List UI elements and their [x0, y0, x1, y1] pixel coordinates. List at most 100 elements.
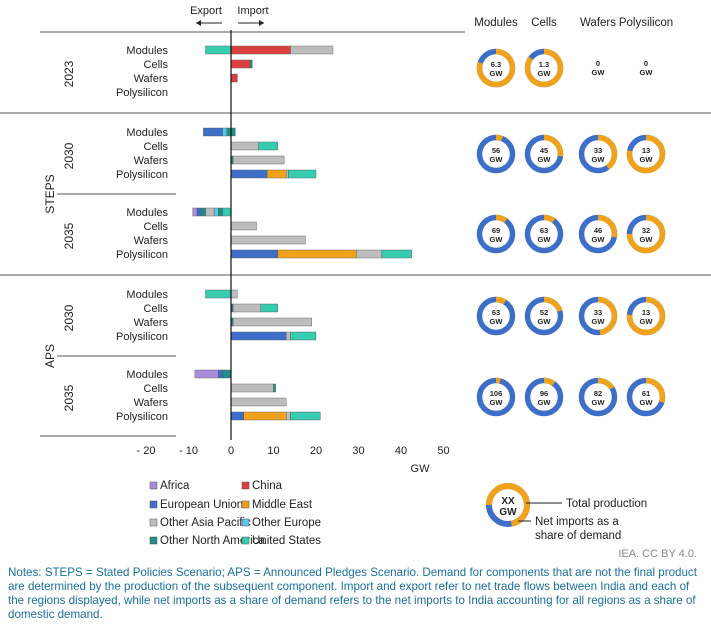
donut-value: 0	[596, 59, 600, 68]
donut-value: 61	[642, 389, 650, 398]
donut-imports-arc	[578, 296, 618, 336]
export-label: Export	[190, 5, 222, 17]
donut-imports-arc	[626, 377, 666, 417]
donut-header: Modules	[474, 17, 518, 29]
bar-segment	[232, 303, 261, 313]
bar-segment	[286, 411, 291, 421]
bar-segment	[232, 317, 312, 327]
legend-swatch	[241, 481, 250, 490]
donut-legend-share-label-line2: share of demand	[535, 530, 621, 542]
bar-segment	[230, 331, 287, 341]
donut-imports-arc	[524, 377, 564, 417]
donut-unit: GW	[538, 398, 552, 407]
scenario-label-steps: STEPS	[43, 174, 57, 213]
donut-unit: GW	[538, 317, 552, 326]
donut-value: 32	[642, 226, 650, 235]
notes-text: Notes: STEPS = Stated Policies Scenario;…	[8, 566, 697, 621]
bar-segment	[230, 397, 287, 407]
bar-segment	[230, 411, 244, 421]
donut-unit: GW	[592, 68, 606, 77]
donut-value: 0	[644, 59, 648, 68]
legend-label: China	[252, 480, 283, 492]
bar-segment	[260, 303, 278, 313]
row-label: Cells	[144, 59, 169, 71]
row-label: Wafers	[134, 235, 169, 247]
donut-imports-arc	[578, 377, 618, 417]
donut-value: 63	[492, 308, 500, 317]
donut-unit: GW	[640, 68, 654, 77]
donut-value: 13	[642, 146, 650, 155]
donut-unit: GW	[490, 155, 504, 164]
bar-segment	[196, 207, 202, 217]
legend-label: Other Asia Pacific	[160, 517, 251, 529]
donut-unit: GW	[538, 69, 552, 78]
donut-unit: GW	[490, 398, 504, 407]
donut-imports-arc	[524, 214, 564, 254]
donut-value: 56	[492, 146, 500, 155]
donut-value: 1.3	[539, 60, 549, 69]
credit-text: IEA. CC BY 4.0.	[618, 548, 697, 560]
x-tick-label: - 10	[179, 445, 198, 457]
donut-legend-value: XX	[501, 496, 515, 507]
donut-imports-arc	[626, 134, 666, 174]
donut-imports-arc	[524, 296, 564, 336]
donut-imports-arc	[626, 296, 666, 336]
bar-segment	[230, 59, 251, 69]
row-label: Cells	[144, 141, 169, 153]
bar-segment	[222, 127, 227, 137]
bar-segment	[288, 169, 317, 179]
row-label: Cells	[144, 303, 169, 315]
donut-unit: GW	[592, 235, 606, 244]
donut-value: 82	[594, 389, 602, 398]
bar-segment	[356, 249, 383, 259]
row-label: Wafers	[134, 317, 169, 329]
export-arrow-head	[196, 20, 201, 26]
year-label: 2035	[62, 384, 76, 411]
bar-segment	[205, 289, 232, 299]
donut-imports-arc	[626, 214, 666, 254]
donut-imports-arc	[578, 134, 618, 174]
row-label: Wafers	[134, 397, 169, 409]
x-tick-label: 10	[267, 445, 279, 457]
row-label: Polysilicon	[116, 249, 168, 261]
row-label: Modules	[126, 127, 168, 139]
donut-unit: GW	[490, 317, 504, 326]
legend-swatch	[149, 536, 158, 545]
donut-unit: GW	[640, 235, 654, 244]
row-label: Modules	[126, 289, 168, 301]
donut-unit: GW	[490, 235, 504, 244]
india-pv-trade-chart: Export Import STEPS APS 2023 Modules Cells Wafe…	[0, 5, 711, 547]
legend-swatch	[149, 518, 158, 527]
bar-segment	[243, 411, 287, 421]
donut-unit: GW	[490, 69, 504, 78]
legend-label: European Union	[160, 499, 243, 511]
donut-imports-arc	[476, 48, 516, 88]
row-label: Modules	[126, 369, 168, 381]
bar-segment	[192, 207, 198, 217]
bar-segment	[232, 155, 285, 165]
year-label: 2030	[62, 142, 76, 169]
year-label: 2023	[62, 60, 76, 87]
donut-unit: GW	[592, 398, 606, 407]
donut-unit: GW	[640, 155, 654, 164]
bar-segment	[286, 169, 289, 179]
x-tick-label: 30	[352, 445, 364, 457]
donut-unit: GW	[592, 317, 606, 326]
bar-segment	[230, 169, 268, 179]
donut-imports-arc	[476, 134, 516, 174]
bar-segment	[230, 249, 278, 259]
row-label: Wafers	[134, 73, 169, 85]
legend-label: Other Europe	[252, 517, 321, 529]
donut-header: Wafers	[580, 17, 616, 29]
x-axis-label: GW	[411, 463, 431, 475]
bar-segment	[230, 221, 257, 231]
row-label: Polysilicon	[116, 411, 168, 423]
donut-value: 69	[492, 226, 500, 235]
legend-swatch	[149, 481, 158, 490]
bar-segment	[230, 73, 238, 83]
row-label: Polysilicon	[116, 87, 168, 99]
bar-segment	[258, 141, 278, 151]
donut-legend-total-label: Total production	[566, 498, 647, 510]
row-label: Cells	[144, 221, 169, 233]
legend-swatch	[241, 518, 250, 527]
